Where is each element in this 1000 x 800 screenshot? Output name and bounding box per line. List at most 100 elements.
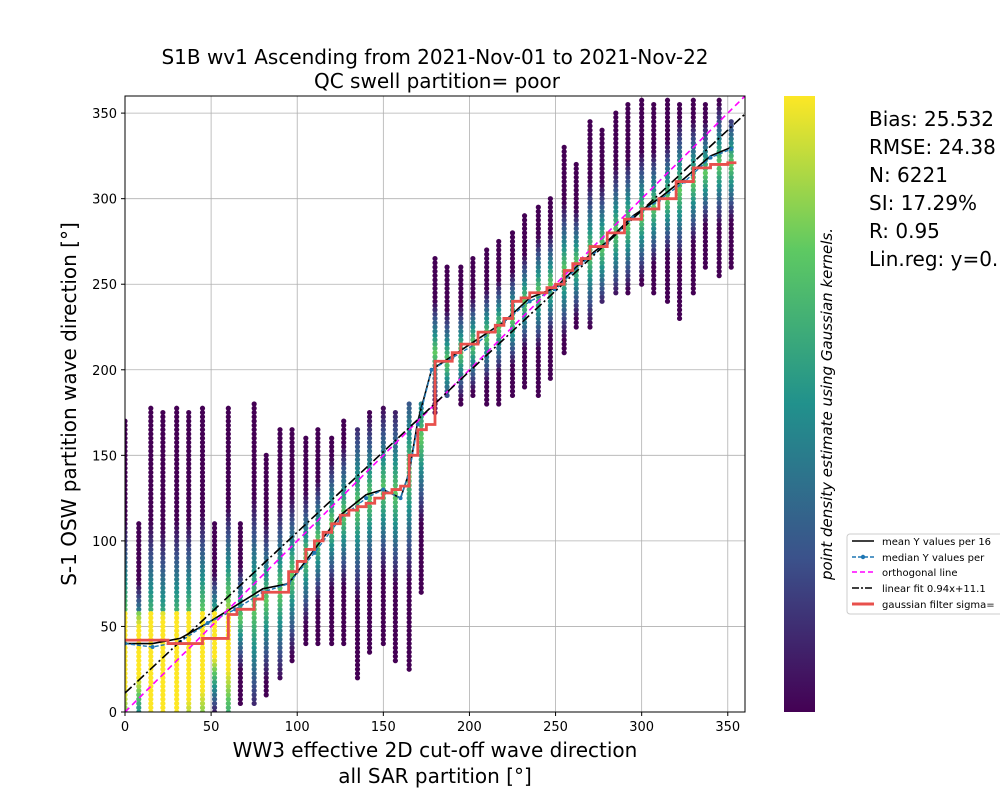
scatter-point (211, 611, 218, 617)
scatter-point (728, 260, 734, 266)
scatter-point (341, 559, 347, 565)
scatter-point (160, 469, 166, 476)
scatter-point (354, 551, 361, 557)
scatter-point (303, 465, 309, 471)
scatter-point (366, 559, 373, 565)
scatter-point (366, 589, 373, 595)
scatter-point (329, 568, 335, 574)
scatter-point (211, 598, 218, 604)
scatter-point (186, 696, 192, 702)
scatter-point (237, 542, 243, 548)
scatter-point (444, 337, 450, 343)
scatter-point (547, 277, 553, 283)
scatter-point (263, 457, 269, 463)
scatter-point (341, 457, 347, 463)
scatter-point (199, 405, 206, 411)
scatter-point (392, 611, 398, 617)
scatter-point (561, 260, 567, 266)
scatter-point (211, 546, 218, 553)
scatter-point (199, 666, 206, 672)
scatter-point (251, 649, 257, 655)
scatter-point (418, 431, 424, 437)
scatter-point (136, 598, 142, 604)
scatter-point (728, 208, 734, 215)
scatter-point (535, 204, 541, 210)
scatter-point (263, 606, 269, 612)
scatter-point (354, 525, 361, 531)
scatter-point (303, 538, 309, 544)
scatter-point (509, 367, 516, 373)
scatter-point (341, 504, 347, 510)
scatter-point (702, 144, 708, 150)
scatter-point (418, 465, 424, 471)
scatter-point (329, 444, 335, 450)
scatter-point (392, 615, 398, 621)
scatter-point (639, 166, 645, 172)
scatter-point (521, 247, 528, 253)
scatter-point (341, 606, 347, 612)
scatter-point (251, 512, 257, 518)
scatter-point (406, 649, 412, 655)
scatter-point (509, 332, 516, 339)
scatter-point (613, 285, 619, 292)
scatter-point (613, 268, 619, 274)
scatter-point (547, 307, 553, 313)
scatter-point (136, 534, 142, 540)
scatter-point (277, 452, 283, 458)
scatter-point (199, 670, 206, 677)
scatter-point (199, 529, 206, 535)
scatter-point (561, 178, 567, 185)
scatter-point (380, 461, 386, 467)
scatter-point (199, 675, 206, 681)
scatter-point (211, 709, 218, 712)
scatter-point (690, 247, 696, 253)
scatter-point (341, 452, 347, 458)
scatter-point (125, 555, 128, 561)
scatter-point (225, 499, 231, 505)
scatter-point (174, 448, 180, 454)
scatter-point (160, 478, 166, 484)
scatter-point (263, 478, 269, 484)
scatter-point (702, 260, 708, 266)
scatter-point (329, 615, 335, 621)
scatter-point (380, 431, 386, 437)
scatter-point (303, 486, 309, 493)
scatter-point (521, 380, 528, 386)
scatter-point (303, 636, 309, 642)
scatter-point (613, 217, 619, 223)
scatter-point (676, 144, 683, 150)
scatter-point (728, 221, 734, 227)
scatter-point (728, 255, 734, 262)
scatter-point (690, 217, 696, 223)
scatter-point (380, 589, 386, 595)
scatter-point (702, 226, 708, 232)
scatter-point (148, 709, 154, 712)
scatter-point (186, 482, 192, 488)
scatter-point (211, 653, 218, 659)
scatter-point (496, 397, 502, 403)
scatter-point (160, 683, 166, 689)
scatter-point (199, 525, 206, 531)
scatter-point (392, 628, 398, 634)
scatter-point (211, 542, 218, 548)
scatter-point (251, 469, 257, 476)
scatter-point (728, 119, 734, 125)
scatter-point (392, 516, 398, 523)
scatter-point (380, 551, 386, 557)
scatter-point (199, 645, 206, 651)
scatter-point (702, 101, 708, 108)
scatter-point (160, 431, 166, 437)
scatter-point (225, 405, 231, 411)
scatter-point (148, 602, 154, 608)
scatter-point (174, 546, 180, 553)
median-marker (527, 299, 532, 304)
scatter-point (392, 658, 398, 664)
scatter-point (303, 469, 309, 476)
scatter-point (587, 277, 593, 283)
scatter-point (406, 623, 412, 630)
scatter-point (444, 285, 450, 292)
scatter-point (341, 581, 347, 587)
scatter-point (676, 131, 683, 138)
scatter-point (392, 418, 398, 424)
scatter-point (406, 611, 412, 617)
